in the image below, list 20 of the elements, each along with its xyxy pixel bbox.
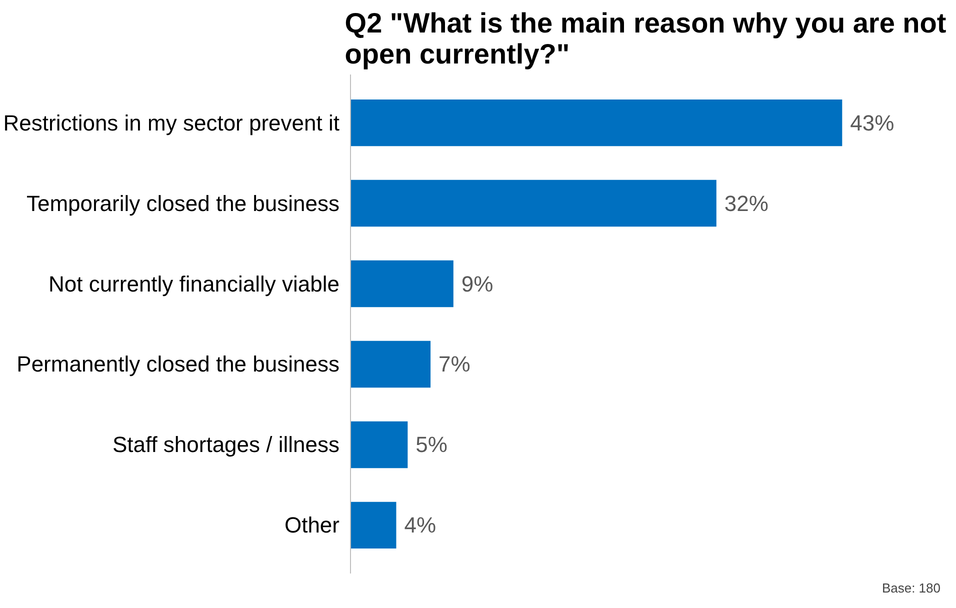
data-label: 5% bbox=[416, 432, 448, 458]
bar bbox=[350, 99, 842, 146]
bar bbox=[350, 340, 431, 388]
y-tick-label: Other bbox=[284, 512, 340, 538]
text: Base: 180 bbox=[882, 580, 940, 596]
y-tick-label: Not currently financially viable bbox=[48, 271, 340, 296]
data-label: 43% bbox=[850, 110, 894, 136]
y-tick-label: Staff shortages / illness bbox=[112, 432, 340, 458]
chart-title: Q2 "What is the main reason why you are not open currently?" bbox=[344, 8, 946, 70]
data-label: 9% bbox=[461, 271, 494, 296]
bar bbox=[350, 260, 454, 308]
bar bbox=[350, 502, 396, 549]
data-label: 32% bbox=[724, 190, 768, 216]
bar bbox=[350, 421, 408, 468]
data-label: 7% bbox=[438, 352, 470, 377]
bar bbox=[350, 180, 716, 227]
y-tick-label: Temporarily closed the business bbox=[26, 190, 340, 216]
y-tick-label: Restrictions in my sector prevent it bbox=[3, 110, 340, 136]
data-label: 4% bbox=[404, 512, 436, 538]
y-tick-label: Permanently closed the business bbox=[16, 352, 340, 377]
